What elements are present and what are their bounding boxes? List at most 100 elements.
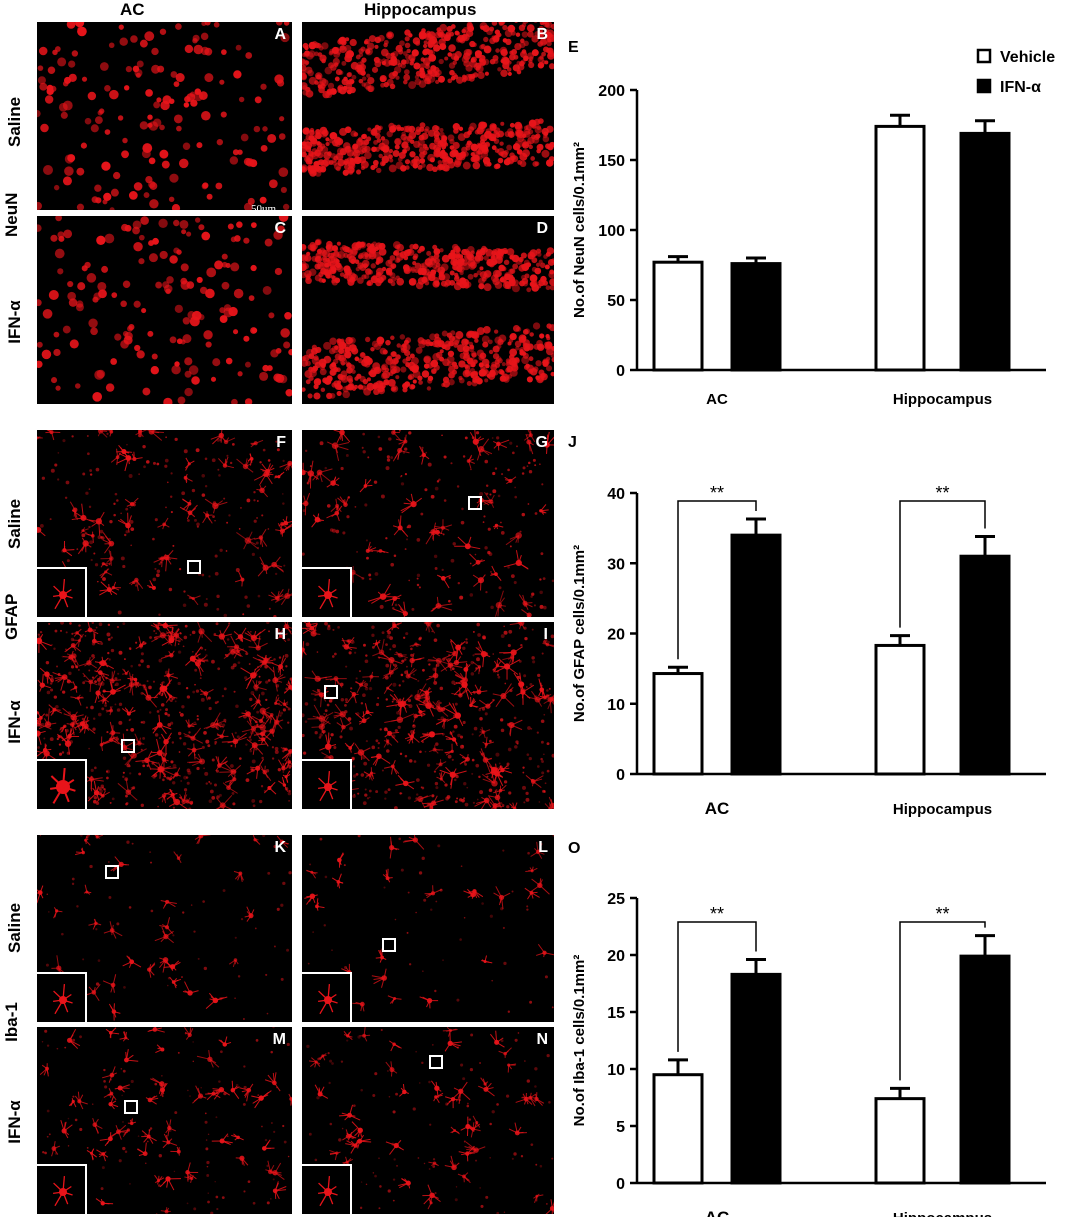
region-of-interest-box [121,739,135,753]
x-category-label: AC [705,799,730,818]
bar-ifn- [730,533,782,776]
micrograph-panel-c: C [37,216,292,404]
significance-marker: ** [710,904,724,924]
chart-panel-letter: O [568,840,580,857]
scale-bar-label: 50um [251,203,277,210]
bar-chart-iba1: O 0 5 10 15 20 25 No.of Iba-1 cells/0.1mm² AC ** H… [568,840,1046,1217]
row-label-saline: Saline [5,902,24,953]
panel-letter: A [274,26,286,43]
y-tick-label: 10 [607,1062,625,1079]
bar-vehicle [874,1097,926,1185]
micrograph-panel-g: G [302,430,554,617]
panel-letter: B [536,26,548,43]
panel-letter: L [538,839,548,856]
y-tick-label: 15 [607,1005,625,1022]
inset-magnified-cell [302,567,352,617]
region-of-interest-box [105,865,119,879]
micrograph-image [302,22,554,177]
inset-magnified-cell [302,972,352,1022]
row-label-ifn: IFN-α [5,700,24,744]
micrograph-image [302,430,554,617]
legend-label: IFN-α [1000,79,1041,96]
y-tick-label: 40 [607,486,625,503]
micrograph-panel-n: N [302,1027,554,1214]
row-group-label-neun: NeuN [2,192,21,237]
legend-swatch [976,78,992,94]
micrograph-image [37,22,290,210]
micrograph-panel-k: K [37,835,292,1022]
significance-marker: ** [935,904,949,924]
column-title-ac: AC [120,0,145,19]
bar-vehicle [652,1073,704,1185]
column-title-hippocampus: Hippocampus [364,0,477,19]
micrograph-panel-f: F [37,430,292,617]
row-label-ifn: IFN-α [5,300,24,344]
micrograph-image [37,430,292,617]
inset-magnified-cell [37,1164,87,1214]
y-tick-label: 30 [607,556,625,573]
micrograph-panel-b: B [302,22,554,210]
significance-bracket [899,500,986,628]
x-category-label: AC [705,1208,730,1217]
bar-ifn- [959,554,1011,776]
significance-bracket [677,921,757,1052]
micrograph-image [37,622,292,809]
y-tick-label: 10 [607,697,625,714]
inset-magnified-cell [37,567,87,617]
significance-bracket [677,500,757,660]
significance-marker: ** [710,483,724,503]
inset-magnified-cell [302,1164,352,1214]
bar-vehicle [652,260,704,372]
inset-magnified-cell [37,972,87,1022]
panel-letter: M [272,1031,286,1048]
y-tick-label: 0 [616,1176,625,1193]
y-tick-label: 100 [598,223,625,240]
row-group-label-gfap: GFAP [2,593,21,640]
micrograph-image [37,216,292,404]
y-tick-label: 0 [616,363,625,380]
micrograph-image [37,835,292,1021]
bar-ifn- [959,131,1011,372]
region-of-interest-box [382,938,396,952]
panel-letter: F [276,434,286,451]
row-label-saline: Saline [5,96,24,147]
y-tick-label: 20 [607,627,625,644]
panel-letter: N [536,1031,548,1048]
region-of-interest-box [324,685,338,699]
y-tick-label: 25 [607,891,625,908]
y-axis-label: No.of NeuN cells/0.1mm² [571,142,588,318]
panel-letter: I [543,626,548,643]
inset-magnified-cell [37,759,87,809]
panel-letter: G [535,434,548,451]
y-tick-label: 0 [616,767,625,784]
micrograph-image [302,238,554,400]
y-axis-label: No.of GFAP cells/0.1mm² [571,545,588,722]
x-category-label: Hippocampus [893,801,992,818]
panel-letter: D [536,220,548,237]
significance-bracket [899,921,986,1081]
bar-vehicle [652,672,704,776]
region-of-interest-box [187,560,201,574]
y-tick-label: 200 [598,83,625,100]
legend-swatch [976,48,992,64]
panel-letter: C [274,220,286,237]
significance-marker: ** [935,483,949,503]
micrograph-panel-a: 50um A [37,22,292,210]
micrograph-panel-i: I [302,622,554,809]
micrograph-panel-h: H [37,622,292,809]
y-tick-label: 150 [598,153,625,170]
legend-label: Vehicle [1000,49,1055,66]
bar-vehicle [874,124,926,372]
x-category-label: Hippocampus [893,391,992,408]
y-tick-label: 20 [607,948,625,965]
panel-letter: H [274,626,286,643]
bar-ifn- [730,262,782,372]
x-category-label: Hippocampus [893,1210,992,1217]
y-tick-label: 5 [616,1119,625,1136]
chart-panel-letter: J [568,434,577,451]
micrograph-panel-m: M [37,1027,292,1214]
panel-letter: K [274,839,286,856]
region-of-interest-box [124,1100,138,1114]
bar-ifn- [730,972,782,1185]
region-of-interest-box [429,1055,443,1069]
